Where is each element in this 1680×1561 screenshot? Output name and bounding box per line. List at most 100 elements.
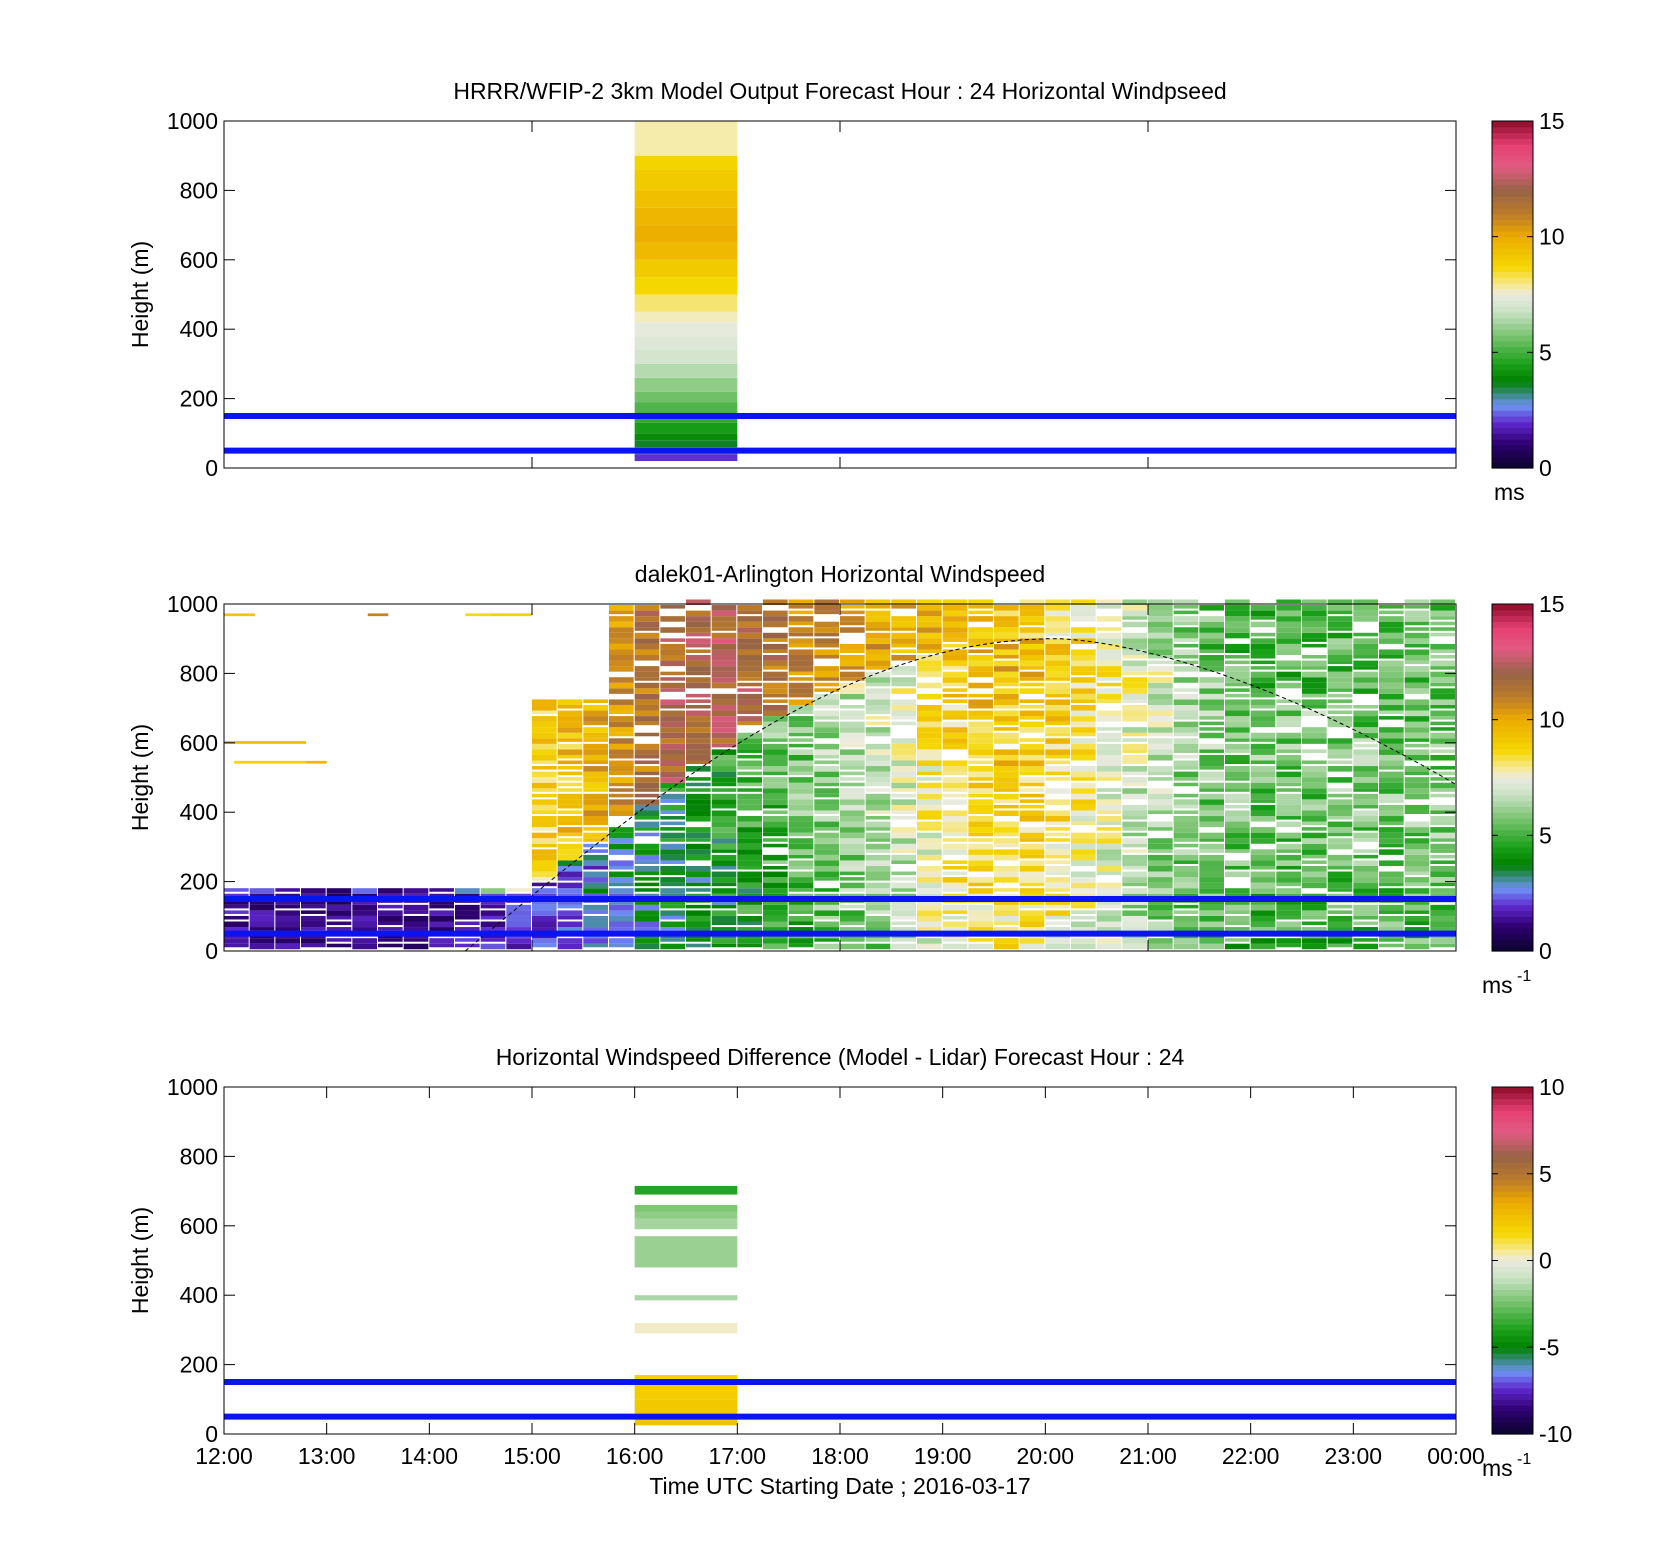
heatmap-cell [788,810,814,817]
heatmap-cell [1379,749,1404,755]
heatmap-cell [788,793,814,800]
heatmap-cell [1276,738,1301,744]
heatmap-cell [917,716,942,722]
colorbar-segment [1492,904,1533,912]
heatmap-cell [686,927,711,933]
heatmap-cell [737,877,762,883]
heatmap-cell [1379,677,1404,683]
heatmap-cell [532,777,557,783]
heatmap-cell [557,927,583,933]
heatmap-cell [994,777,1019,783]
heatmap-cell [737,704,762,711]
heatmap-cell [942,738,968,744]
heatmap-cell [1250,899,1276,905]
heatmap-cell [1276,710,1301,717]
heatmap-cell [814,699,839,705]
heatmap-cell [711,682,737,689]
heatmap-cell [840,599,865,604]
heatmap-cell [1250,943,1276,950]
heatmap-cell [583,943,608,948]
heatmap-cell [1353,882,1378,889]
heatmap-cell [1276,899,1301,905]
heatmap-cell [609,804,634,811]
heatmap-cell [1404,938,1430,944]
heatmap-cell [301,927,326,931]
colorbar-segment [1492,823,1533,831]
heatmap-cell [711,632,737,639]
colorbar-segment [1492,450,1533,458]
heatmap-cell [557,732,583,739]
heatmap-cell [1302,877,1327,883]
heatmap-cell [429,904,454,909]
heatmap-cell [1045,771,1070,776]
heatmap-cell [968,838,993,842]
heatmap-cell [1122,699,1147,703]
heatmap-cell [1019,632,1045,639]
heatmap-cell [609,710,634,715]
heatmap-cell [1250,771,1276,778]
colorbar-segment [1492,1104,1533,1111]
heatmap-cell [763,616,788,622]
heatmap-cell [686,621,711,628]
colorbar-segment [1492,126,1533,134]
heatmap-cell [1430,632,1455,637]
heatmap-cell [1225,599,1250,606]
heatmap-cell [737,760,762,767]
colorbar-segment [1492,317,1533,325]
heatmap-cell [609,860,634,866]
heatmap-cell [1199,927,1224,933]
heatmap-cell [1327,749,1353,755]
heatmap-cell [942,660,968,667]
heatmap-cell [917,632,942,639]
heatmap-cell [994,754,1019,761]
heatmap-cell [634,671,660,678]
colorbar-segment [1492,1110,1533,1117]
heatmap-cell [1404,860,1430,866]
heatmap-cell [917,788,942,794]
heatmap-cell [532,843,557,848]
colorbar-segment [1492,765,1533,773]
colorbar-segment [1492,1387,1533,1395]
heatmap-cell [1327,710,1353,715]
heatmap-cell [609,616,634,622]
y-tick-label: 400 [180,799,218,825]
heatmap-cell [1379,627,1404,633]
heatmap-cell [1225,793,1250,800]
heatmap-cell [840,915,865,922]
heatmap-cell [1276,915,1301,920]
heatmap-cell [557,877,583,881]
heatmap-cell [1045,915,1070,920]
colorbar-tick-label: 10 [1539,707,1565,733]
heatmap-cell [942,777,968,783]
heatmap-cell [942,788,968,792]
heatmap-cell [737,782,762,787]
heatmap-cell [660,616,685,622]
heatmap-cell [634,190,738,208]
heatmap-cell [609,643,634,650]
heatmap-cell [634,311,738,323]
heatmap-cell [532,799,557,805]
heatmap-cell [1276,610,1301,617]
heatmap-cell [1045,627,1070,633]
heatmap-cell [1225,865,1250,870]
heatmap-cell [994,843,1019,848]
heatmap-cell [814,788,839,794]
colorbar-segment [1492,1358,1533,1366]
heatmap-cell [840,871,865,876]
heatmap-cell [1250,865,1276,870]
heatmap-cell [865,788,891,792]
heatmap-cell [814,865,839,872]
heatmap-cell [1225,682,1250,687]
heatmap-cell [917,943,942,950]
heatmap-cell [686,799,711,805]
heatmap-cell [686,938,711,942]
heatmap-cell [763,716,788,722]
heatmap-cell [378,943,403,948]
colorbar-segment [1492,806,1533,813]
heatmap-cell [763,854,788,861]
heatmap-cell [1173,616,1199,622]
heatmap-cell [301,938,326,944]
heatmap-cell [609,732,634,737]
heatmap-cell [1404,649,1430,656]
heatmap-cell [532,921,557,928]
